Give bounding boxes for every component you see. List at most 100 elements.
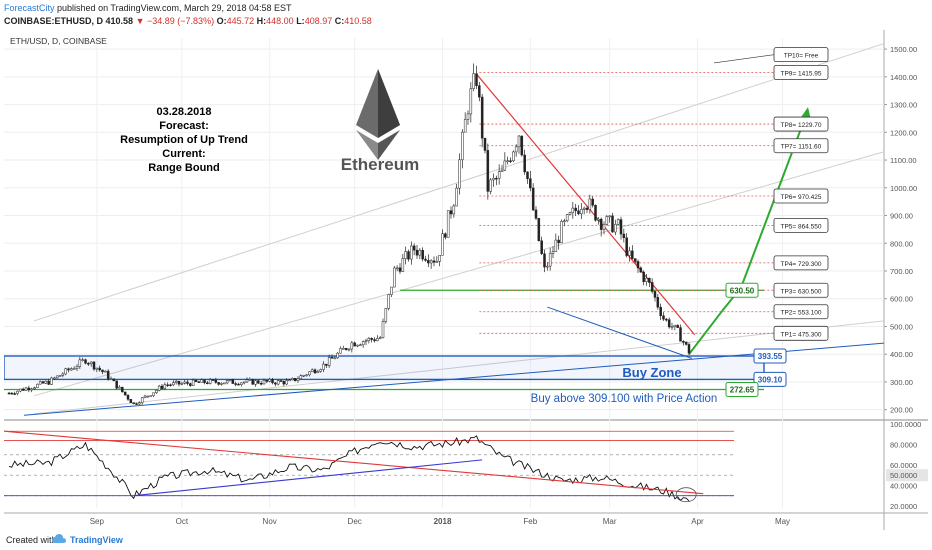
candle xyxy=(364,340,368,342)
candle xyxy=(81,359,84,361)
candle xyxy=(53,377,56,380)
publisher-link[interactable]: ForecastCity xyxy=(4,3,55,13)
ethereum-logo-text: Ethereum xyxy=(341,155,419,174)
candle xyxy=(206,382,209,385)
falling-support-line xyxy=(547,306,693,359)
ohlc-low: 408.97 xyxy=(304,16,333,26)
candle xyxy=(339,348,342,354)
candle xyxy=(177,380,181,385)
target-pointer xyxy=(713,54,775,64)
candle xyxy=(432,260,436,263)
candle xyxy=(21,388,25,391)
candle xyxy=(472,73,475,89)
candle xyxy=(642,271,645,282)
candle xyxy=(537,218,541,241)
candle xyxy=(160,385,164,389)
candle xyxy=(95,367,99,370)
candle xyxy=(302,374,305,377)
candle xyxy=(157,385,161,391)
ohlc-open-label: O: xyxy=(216,16,227,26)
candle xyxy=(84,359,87,364)
candle xyxy=(282,381,286,385)
candle xyxy=(676,324,679,328)
price-label: 393.55 xyxy=(758,352,783,361)
candle xyxy=(381,321,385,338)
candle xyxy=(475,73,478,86)
candle xyxy=(557,239,560,244)
target-label: TP2= 553.100 xyxy=(780,310,821,317)
chart-frame[interactable]: 1500.00 1400.00 1300.00 1200.00 1100.00 1000.… xyxy=(4,30,928,530)
candle xyxy=(268,379,271,382)
pane-label: ETH/USD, D, COINBASE xyxy=(10,36,107,46)
candle xyxy=(274,382,277,385)
oscillator-uptrend xyxy=(133,459,483,497)
candle xyxy=(265,380,269,382)
footer-brand[interactable]: TradingView xyxy=(70,535,123,545)
target-labels: TP10= Free TP9= 1415.95 TP8= 1229.70 TP7= 1… xyxy=(713,47,829,398)
candle xyxy=(279,380,283,382)
candle xyxy=(203,379,206,384)
candle xyxy=(47,380,50,385)
candle xyxy=(149,395,152,397)
candle xyxy=(350,342,354,350)
symbol-info: COINBASE:ETHUSD, D 410.58 ▼ −34.89 (−7.8… xyxy=(4,16,372,26)
candle xyxy=(138,402,141,405)
candle xyxy=(361,341,365,346)
candle xyxy=(248,379,252,381)
candle xyxy=(580,209,583,215)
published-text: published on TradingView.com, March 29, … xyxy=(57,3,292,13)
candle xyxy=(628,250,631,256)
candle xyxy=(186,381,189,384)
candle xyxy=(220,383,223,385)
time-axis-tick-label: Dec xyxy=(348,517,362,526)
candle xyxy=(415,249,419,256)
oscillator-highlight-circle xyxy=(675,487,697,503)
candle xyxy=(571,207,575,214)
price-axis-tick-label: 1000.00 xyxy=(890,184,917,193)
target-label-box xyxy=(773,282,829,298)
candle xyxy=(512,151,515,162)
channel-line xyxy=(33,320,885,415)
target-label: TP4= 729.300 xyxy=(780,261,821,268)
candle xyxy=(662,315,665,320)
candle xyxy=(98,367,101,371)
candle xyxy=(123,391,127,396)
price-axis-tick-label: 400.00 xyxy=(890,350,913,359)
candle xyxy=(404,251,407,259)
candle xyxy=(639,267,643,273)
candle xyxy=(427,260,430,264)
candle xyxy=(514,146,518,153)
candle xyxy=(614,224,617,233)
annotation-forecast-label: Forecast: xyxy=(159,120,209,132)
candle xyxy=(636,261,640,269)
candle xyxy=(92,361,96,370)
candle xyxy=(489,179,492,192)
price-label-box xyxy=(753,348,787,364)
candle xyxy=(665,318,668,321)
candle xyxy=(211,379,215,381)
candle xyxy=(78,359,82,367)
candle xyxy=(129,399,133,403)
candle xyxy=(543,253,546,268)
candle xyxy=(254,380,257,385)
candle xyxy=(118,386,121,389)
candle xyxy=(667,319,671,328)
chart-canvas[interactable]: 1500.00 1400.00 1300.00 1200.00 1100.00 1000.… xyxy=(4,30,928,530)
candle xyxy=(327,356,331,366)
target-label-box xyxy=(773,138,829,154)
candle xyxy=(169,384,172,387)
candle xyxy=(132,402,135,404)
oscillator-downtrend xyxy=(4,430,704,495)
candle xyxy=(163,384,167,389)
candle xyxy=(608,215,611,218)
time-axis-tick-label: May xyxy=(775,517,790,526)
candle xyxy=(359,344,362,347)
candle xyxy=(27,387,31,391)
candle xyxy=(55,375,59,379)
candle xyxy=(486,150,490,192)
time-axis-tick-label: Apr xyxy=(691,517,704,526)
candle xyxy=(546,265,549,268)
oscillator-series-line xyxy=(8,435,690,502)
candle xyxy=(594,205,597,221)
candle xyxy=(191,379,195,386)
